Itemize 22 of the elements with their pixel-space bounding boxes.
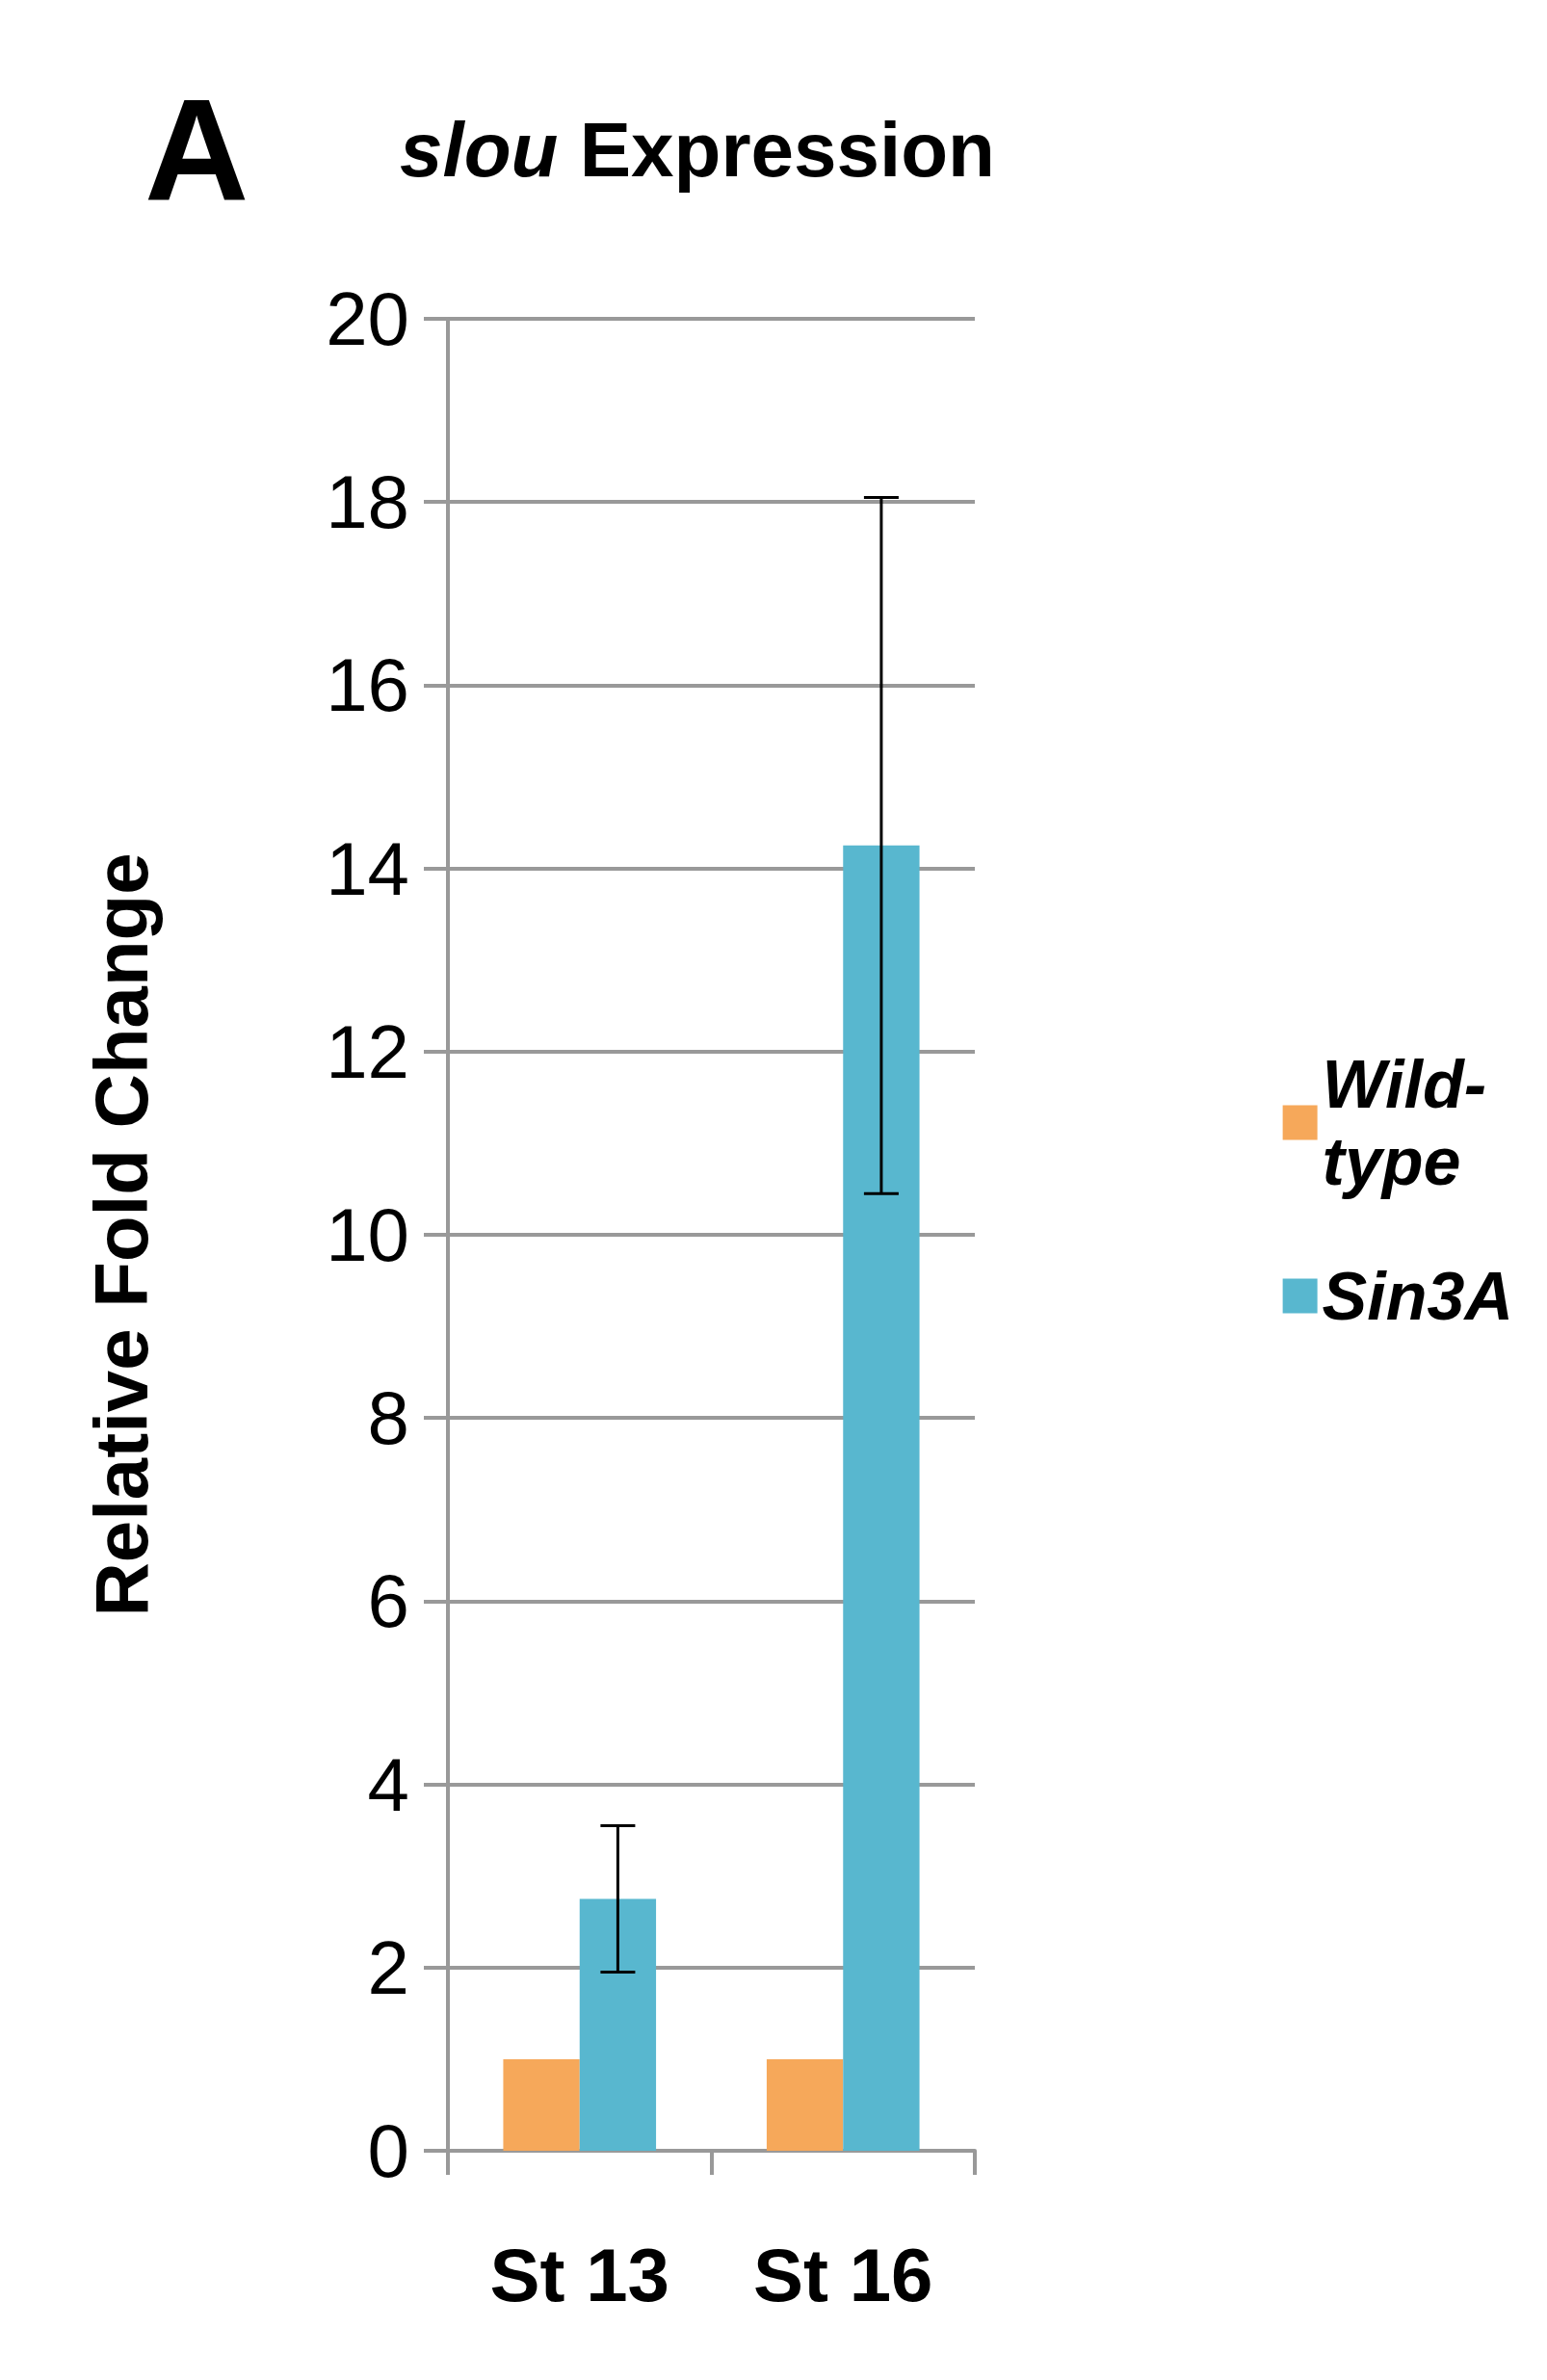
bar bbox=[766, 2058, 844, 2151]
y-tick-label: 14 bbox=[326, 825, 409, 911]
y-tick-label: 8 bbox=[367, 1375, 409, 1461]
y-tick-label: 10 bbox=[326, 1192, 409, 1277]
y-tick-label: 16 bbox=[326, 642, 409, 728]
y-tick-label: 0 bbox=[367, 2108, 409, 2193]
x-tick-label: St 16 bbox=[753, 2233, 933, 2317]
text: A bbox=[144, 68, 249, 230]
bar bbox=[843, 845, 920, 2151]
legend-label: Wild-type bbox=[1322, 1046, 1487, 1199]
legend-label: Sin3A bbox=[1322, 1258, 1514, 1334]
y-tick-label: 18 bbox=[326, 459, 409, 545]
y-tick-label: 2 bbox=[367, 1924, 409, 2010]
bar bbox=[579, 1898, 657, 2151]
y-tick-label: 20 bbox=[326, 276, 409, 361]
bar bbox=[503, 2058, 580, 2151]
chart-title: slou Expression bbox=[400, 106, 995, 193]
y-tick-label: 4 bbox=[367, 1741, 409, 1827]
y-tick-label: 12 bbox=[326, 1008, 409, 1094]
y-axis-title: Relative Fold Change bbox=[79, 852, 164, 1617]
x-tick-label: St 13 bbox=[489, 2233, 669, 2317]
y-tick-label: 6 bbox=[367, 1558, 409, 1644]
